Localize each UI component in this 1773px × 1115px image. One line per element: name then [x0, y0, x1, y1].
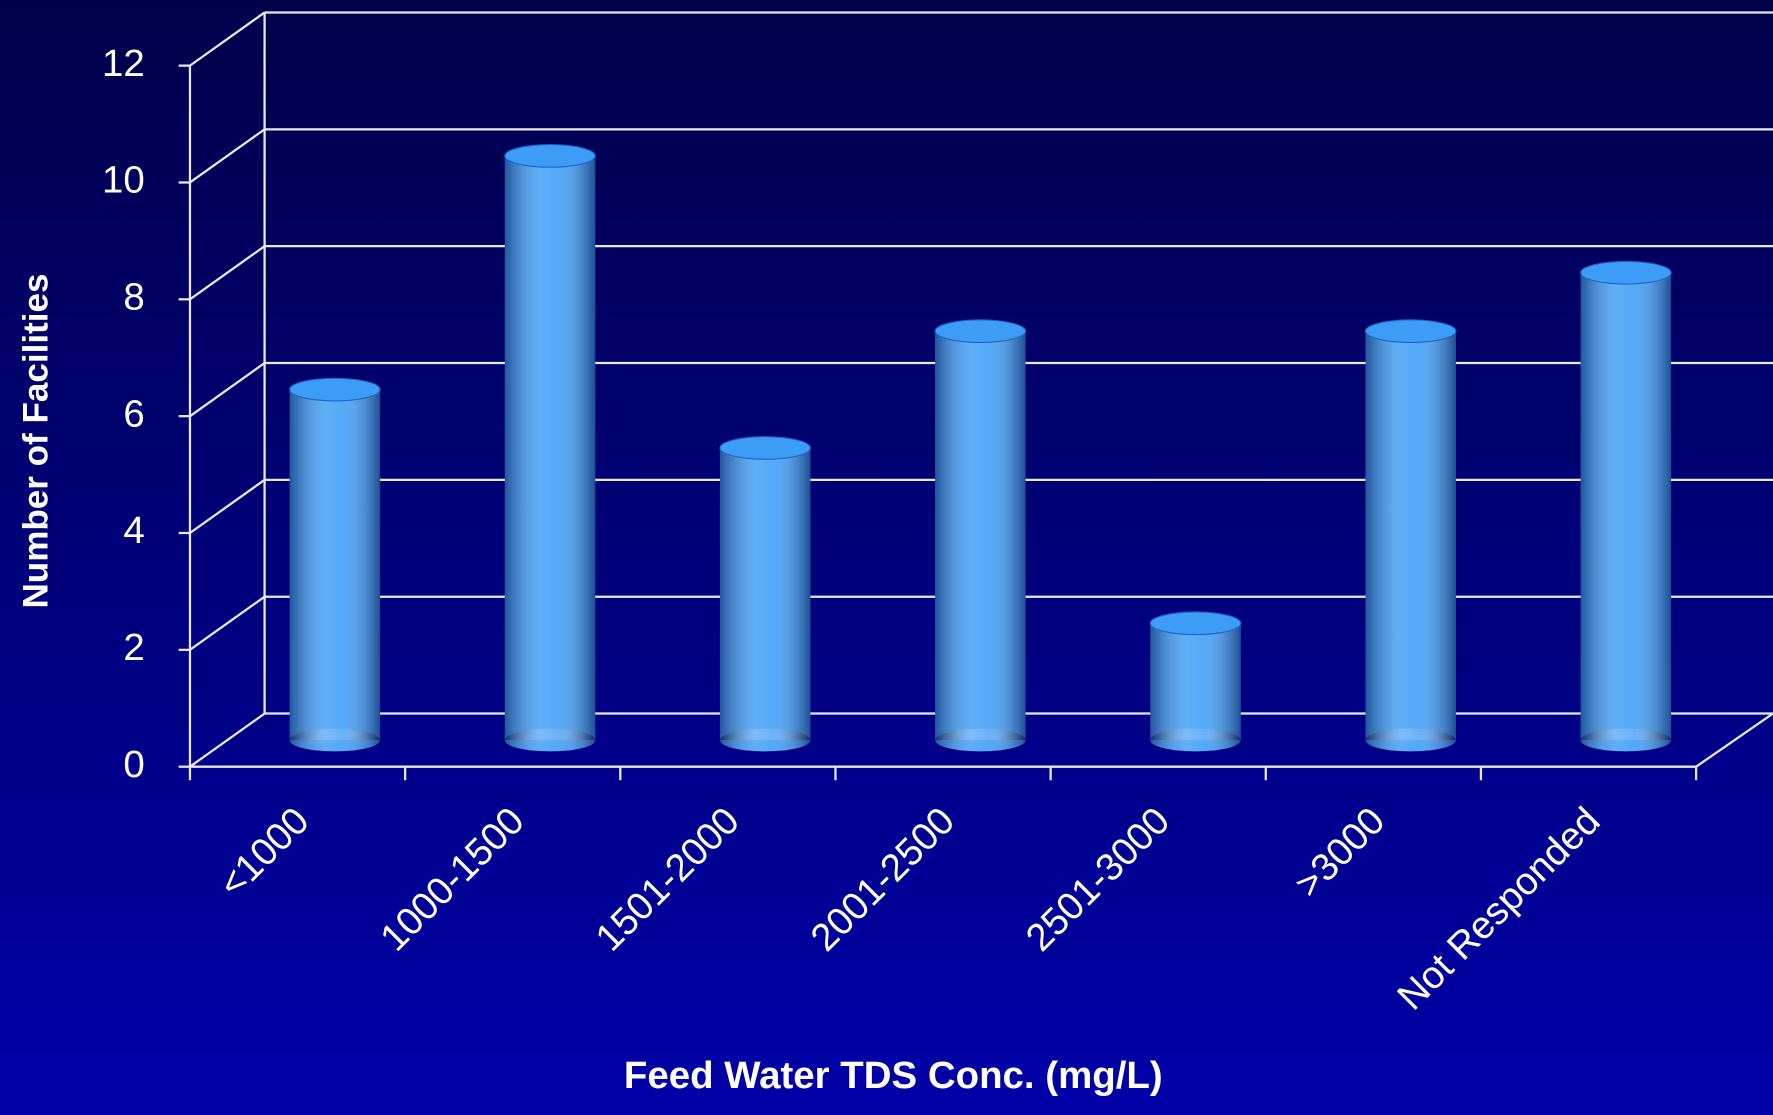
cylinder [719, 436, 811, 752]
floor-edge [1695, 712, 1773, 768]
cylinder-top [504, 144, 596, 168]
grid-line-side [189, 712, 266, 768]
grid-line-side [189, 245, 266, 301]
bar-shade [1150, 623, 1241, 741]
cylinder-top [1364, 319, 1457, 344]
bar-shade-bottom [1580, 728, 1672, 752]
cylinder [504, 144, 596, 752]
cylinder-top [1580, 260, 1672, 285]
cylinder-top [934, 319, 1027, 344]
grid-line-side [189, 478, 266, 534]
y-tick-label: 12 [102, 42, 145, 85]
y-tick-label: 2 [123, 626, 144, 669]
bar-shade [1365, 331, 1456, 741]
cylinder [934, 319, 1027, 752]
bar-shade [504, 155, 596, 741]
y-tick-label: 4 [123, 509, 144, 552]
bar-shade-bottom [1150, 728, 1241, 752]
bar-shade [719, 448, 811, 741]
bar-shade-bottom [504, 728, 596, 752]
grid-line-side [189, 11, 266, 67]
cylinder-top [289, 377, 381, 402]
grid-line-side [189, 128, 266, 184]
bar-shade [289, 389, 381, 741]
bar-shade-bottom [1365, 728, 1456, 752]
cylinder [1580, 260, 1672, 752]
y-tick-label: 8 [123, 275, 144, 318]
y-axis-label: Number of Facilities [17, 274, 56, 609]
bar-shade-bottom [289, 728, 381, 752]
y-tick-label: 0 [123, 743, 144, 786]
grid-line-side [189, 595, 266, 651]
cylinder [1149, 611, 1242, 752]
bar-shade-bottom [935, 728, 1026, 752]
bar-shade-bottom [719, 728, 811, 752]
bar-shade [935, 331, 1026, 741]
bar-shade [1580, 272, 1672, 741]
cylinder [1364, 319, 1457, 752]
cylinder-top [719, 436, 811, 460]
grid-line-side [189, 362, 266, 418]
x-axis-label: Feed Water TDS Conc. (mg/L) [624, 1054, 1163, 1097]
y-tick-label: 10 [102, 159, 145, 202]
cylinder [289, 377, 381, 752]
y-tick-label: 6 [123, 392, 144, 435]
cylinder-top [1149, 611, 1242, 636]
